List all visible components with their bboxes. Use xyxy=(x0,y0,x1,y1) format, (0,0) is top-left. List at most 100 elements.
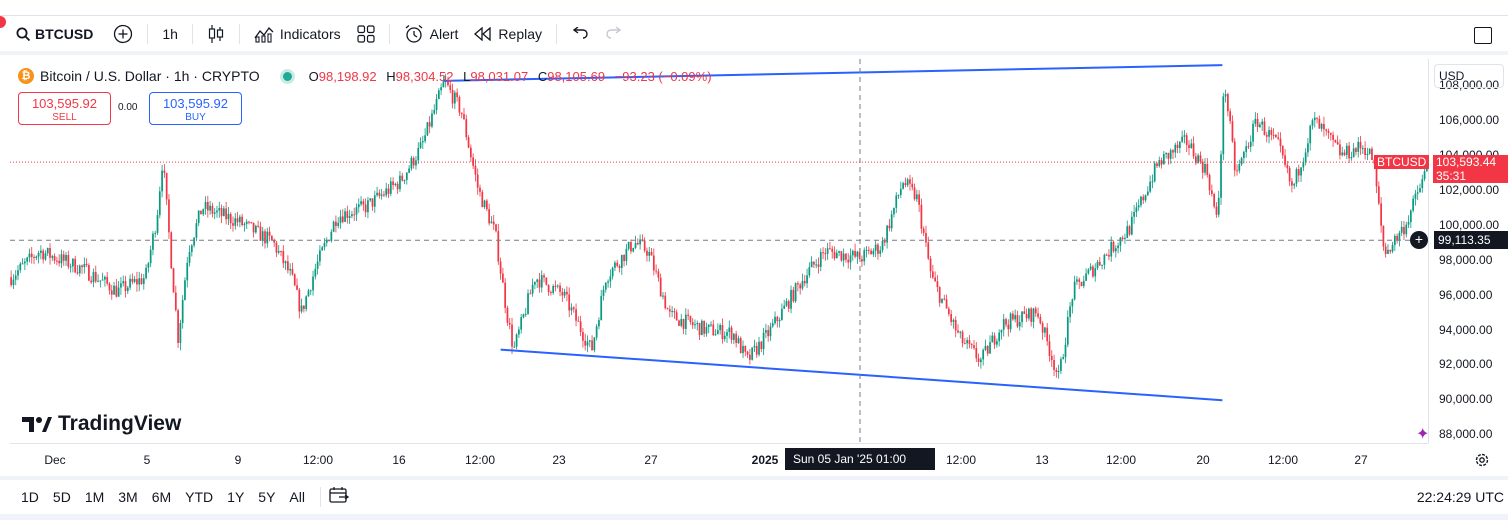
candle-body xyxy=(712,324,715,336)
sell-button[interactable]: 103,595.92 SELL xyxy=(18,92,111,125)
price-axis[interactable]: 108,000.00106,000.00104,000.00102,000.00… xyxy=(1428,59,1508,443)
price-chart[interactable] xyxy=(10,59,1428,443)
candle-body xyxy=(822,252,824,254)
candle-body xyxy=(152,233,154,250)
candle-body xyxy=(826,248,829,254)
candle-body xyxy=(88,265,90,281)
candle-body xyxy=(550,292,552,294)
compare-symbol-button[interactable] xyxy=(101,15,141,53)
crosshair-price-label: 99,113.35 xyxy=(1434,231,1508,250)
candle-body xyxy=(1355,148,1357,152)
gear-icon[interactable] xyxy=(1474,452,1490,473)
candle-body xyxy=(957,330,959,333)
sparkle-icon[interactable]: ✦ xyxy=(1416,426,1430,443)
candle-body xyxy=(623,254,625,262)
candle-body xyxy=(21,263,24,265)
candle-body xyxy=(97,280,99,282)
range-button-1m[interactable]: 1M xyxy=(84,489,105,505)
candle-body xyxy=(538,279,541,288)
replay-label: Replay xyxy=(498,26,543,42)
candle-body xyxy=(376,192,378,196)
candle-body xyxy=(195,223,198,238)
candle-body xyxy=(1297,169,1300,176)
candle-body xyxy=(984,346,987,350)
candle-body xyxy=(200,210,202,215)
symbol-search-button[interactable]: BTCUSD xyxy=(0,15,101,53)
calendar-range-icon[interactable] xyxy=(329,486,350,509)
candle-body xyxy=(282,251,285,264)
undo-icon xyxy=(571,27,589,41)
utc-clock[interactable]: 22:24:29 UTC xyxy=(1416,489,1504,505)
candle-body xyxy=(126,287,129,292)
candle-body xyxy=(1227,94,1229,112)
candle-body xyxy=(817,264,820,267)
time-label: Dec xyxy=(44,453,66,467)
candle-body xyxy=(245,221,248,224)
candle-body xyxy=(465,119,468,138)
candle-body xyxy=(325,240,328,243)
time-axis[interactable]: 27 12:00 20 12:00 13 12:00 2025 27 23 12:00 16 12:0… xyxy=(10,443,1489,475)
candle-body xyxy=(664,295,667,309)
candle-body xyxy=(44,253,47,260)
candle-body xyxy=(1014,315,1017,320)
range-button-all[interactable]: All xyxy=(289,489,305,505)
indicators-button[interactable]: Indicators xyxy=(246,15,349,53)
range-button-6m[interactable]: 6M xyxy=(151,489,172,505)
candle-body xyxy=(1094,268,1097,277)
candle-body xyxy=(897,194,900,196)
candle-body xyxy=(618,266,621,268)
candle-body xyxy=(1197,155,1200,164)
alert-button[interactable]: Alert xyxy=(396,15,467,53)
candle-body xyxy=(474,165,477,175)
candle-body xyxy=(1158,160,1161,167)
candle-body xyxy=(1229,111,1232,122)
fullscreen-icon[interactable] xyxy=(1474,27,1492,44)
add-alert-plus-icon[interactable]: + xyxy=(1410,231,1428,250)
candle-body xyxy=(609,276,612,282)
chart-type-button[interactable] xyxy=(199,15,233,53)
buy-button[interactable]: 103,595.92 BUY xyxy=(149,92,242,125)
candle-body xyxy=(675,312,678,321)
candle-body xyxy=(561,291,564,296)
price-tick: 92,000.00 xyxy=(1439,357,1493,372)
candle-body xyxy=(1311,120,1314,126)
range-button-5y[interactable]: 5Y xyxy=(258,489,276,505)
candle-body xyxy=(1341,152,1344,156)
replay-button[interactable]: Replay xyxy=(466,15,550,53)
interval-button[interactable]: 1h xyxy=(154,15,186,53)
candle-body xyxy=(842,253,845,261)
candle-body xyxy=(1414,193,1417,199)
currency-select[interactable]: USD xyxy=(1434,64,1504,88)
redo-button[interactable] xyxy=(597,15,631,53)
candle-body xyxy=(579,321,582,333)
candle-body xyxy=(1062,357,1065,360)
candle-body xyxy=(1050,355,1053,361)
candle-body xyxy=(83,263,86,268)
candle-body xyxy=(1037,313,1039,317)
range-button-1y[interactable]: 1Y xyxy=(227,489,245,505)
candle-body xyxy=(1403,226,1405,235)
time-label: 20 xyxy=(1196,453,1210,467)
candle-body xyxy=(177,310,179,343)
range-button-5d[interactable]: 5D xyxy=(52,489,71,505)
candle-body xyxy=(1400,226,1403,233)
candle-body xyxy=(389,181,392,194)
candle-body xyxy=(275,242,278,253)
time-label: 2025 xyxy=(751,453,779,467)
candle-body xyxy=(682,319,685,329)
layouts-button[interactable] xyxy=(349,15,383,53)
candle-body xyxy=(138,278,141,285)
candle-body xyxy=(977,358,980,363)
candle-body xyxy=(1215,206,1218,215)
candle-body xyxy=(58,260,61,264)
candle-body xyxy=(280,251,282,253)
undo-button[interactable] xyxy=(563,15,597,53)
candle-body xyxy=(117,287,120,297)
candle-body xyxy=(840,251,843,261)
candle-body xyxy=(835,252,838,259)
range-button-3m[interactable]: 3M xyxy=(118,489,138,505)
candle-body xyxy=(463,114,465,120)
range-button-1d[interactable]: 1D xyxy=(21,489,39,505)
range-button-ytd[interactable]: YTD xyxy=(185,489,214,505)
candle-body xyxy=(62,254,65,261)
